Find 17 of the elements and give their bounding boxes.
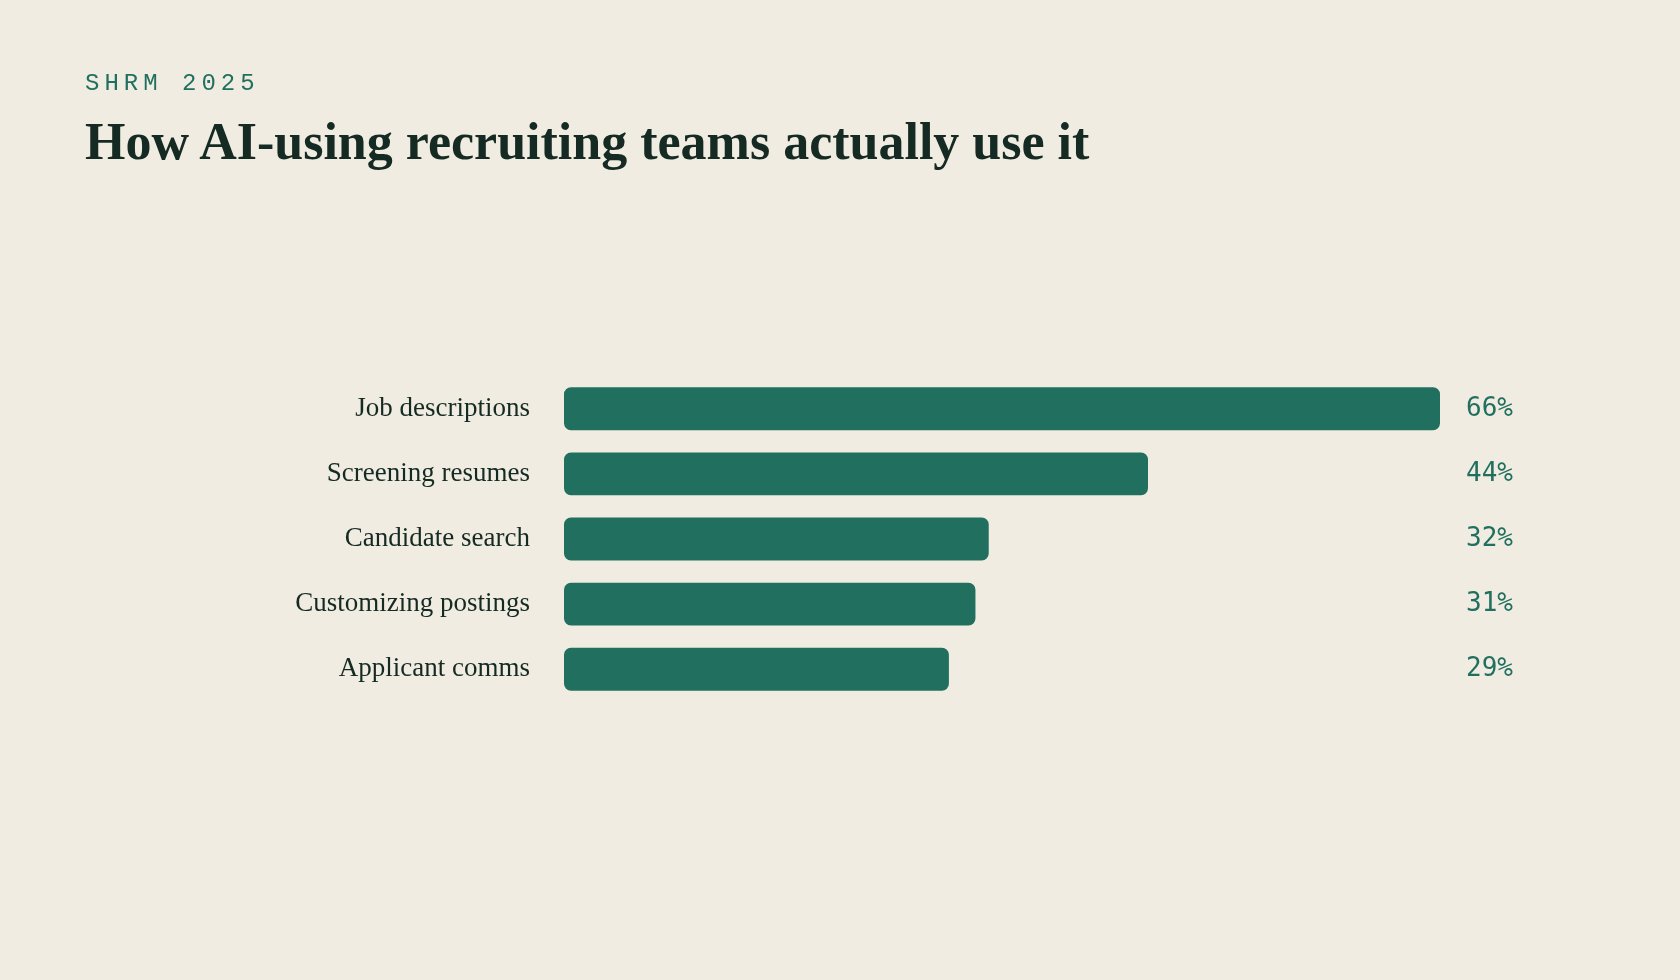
data-label: 32% bbox=[1466, 521, 1514, 552]
y-tick-label: Applicant comms bbox=[338, 652, 530, 683]
data-label: 29% bbox=[1466, 651, 1514, 682]
bar bbox=[564, 517, 989, 561]
data-label: 31% bbox=[1466, 586, 1514, 617]
y-tick-label: Customizing postings bbox=[295, 587, 530, 618]
bar bbox=[564, 452, 1148, 496]
bar bbox=[564, 647, 949, 691]
text: SHRM 2025 bbox=[85, 70, 260, 97]
y-tick-label: Screening resumes bbox=[326, 456, 530, 487]
data-label: 66% bbox=[1466, 391, 1514, 422]
bar bbox=[564, 582, 976, 626]
y-tick-label: Candidate search bbox=[344, 522, 531, 553]
bar bbox=[564, 387, 1440, 431]
chart-title: How AI-using recruiting teams actually use it bbox=[85, 112, 1090, 171]
data-label: 44% bbox=[1466, 456, 1514, 487]
y-tick-label: Job descriptions bbox=[355, 391, 530, 422]
